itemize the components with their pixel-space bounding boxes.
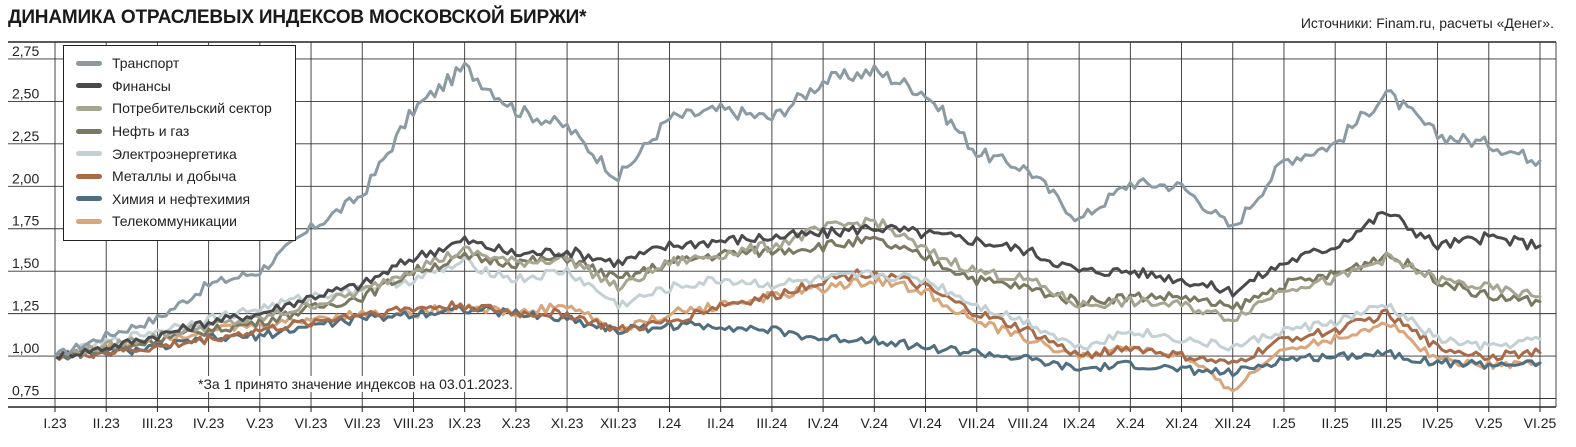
legend-label: Электроэнергетика: [112, 145, 237, 162]
chart-title: ДИНАМИКА ОТРАСЛЕВЫХ ИНДЕКСОВ МОСКОВСКОЙ …: [8, 7, 587, 28]
x-tick-label: VI.25: [1524, 415, 1557, 431]
series-line: [53, 304, 1542, 378]
legend-swatch: [76, 60, 102, 66]
legend-swatch: [76, 218, 102, 224]
legend: Транспорт Финансы Потребительский сектор Не…: [63, 45, 296, 241]
series-lines: [53, 61, 1542, 393]
x-tick-label: I.24: [658, 415, 682, 431]
grid: [8, 41, 1557, 408]
y-tick-label: 1,25: [12, 298, 39, 314]
y-axis: 0,75 1,00 1,25 1,50 1,75 2,00 2,25 2,50 2,75: [12, 43, 39, 399]
legend-swatch: [76, 196, 102, 202]
legend-label: Финансы: [112, 77, 171, 94]
source-note: Источники: Finam.ru, расчеты «Денег».: [1300, 15, 1554, 31]
legend-swatch: [76, 151, 102, 157]
y-tick-label: 2,75: [12, 43, 39, 59]
x-tick-label: II.24: [707, 415, 734, 431]
x-tick-label: VII.24: [958, 415, 995, 431]
legend-label: Телекоммуникации: [112, 213, 237, 230]
y-tick-label: 1,75: [12, 213, 39, 229]
x-axis: I.23 II.23 III.23 IV.23 V.23 VI.23 VII.23 VIII.…: [43, 407, 1557, 431]
x-tick-label: XI.23: [551, 415, 584, 431]
y-tick-label: 2,50: [12, 85, 39, 101]
y-tick-label: 0,75: [12, 383, 39, 399]
x-tick-label: VIII.24: [1008, 415, 1049, 431]
footnote: *За 1 принято значение индексов на 03.01…: [196, 376, 516, 392]
series-line: [53, 210, 1542, 360]
x-tick-label: X.24: [1116, 415, 1145, 431]
legend-item: Металлы и добыча: [64, 165, 295, 188]
x-tick-label: VI.23: [295, 415, 328, 431]
x-tick-label: I.25: [1272, 415, 1296, 431]
legend-swatch: [76, 83, 102, 89]
legend-item: Потребительский сектор: [64, 97, 295, 120]
x-tick-label: XI.24: [1165, 415, 1198, 431]
legend-label: Потребительский сектор: [112, 100, 272, 117]
x-tick-label: X.23: [501, 415, 530, 431]
x-tick-label: V.23: [246, 415, 274, 431]
legend-item: Телекоммуникации: [64, 210, 295, 233]
x-tick-label: V.24: [861, 415, 889, 431]
y-tick-label: 1,50: [12, 255, 39, 271]
legend-label: Химия и нефтехимия: [112, 190, 251, 207]
x-tick-label: IV.24: [807, 415, 839, 431]
x-tick-label: XII.23: [600, 415, 637, 431]
series-line: [53, 216, 1542, 358]
legend-label: Транспорт: [112, 55, 180, 72]
x-tick-label: IV.25: [1422, 415, 1454, 431]
legend-swatch: [76, 128, 102, 134]
x-tick-label: V.25: [1475, 415, 1503, 431]
legend-swatch: [76, 105, 102, 111]
legend-item: Химия и нефтехимия: [64, 188, 295, 211]
series-line: [53, 276, 1542, 393]
legend-item: Электроэнергетика: [64, 142, 295, 165]
x-tick-label: II.23: [93, 415, 120, 431]
legend-item: Нефть и газ: [64, 120, 295, 143]
x-tick-label: III.23: [142, 415, 173, 431]
legend-label: Металлы и добыча: [112, 168, 237, 185]
x-tick-label: VI.24: [909, 415, 942, 431]
y-tick-label: 2,00: [12, 170, 39, 186]
x-tick-label: IV.23: [193, 415, 225, 431]
x-tick-label: XII.24: [1214, 415, 1251, 431]
series-line: [53, 61, 1542, 358]
x-tick-label: III.24: [756, 415, 787, 431]
x-tick-label: I.23: [43, 415, 67, 431]
x-tick-label: IX.23: [448, 415, 481, 431]
series-line: [53, 235, 1542, 360]
x-tick-label: VII.23: [344, 415, 381, 431]
x-tick-label: III.25: [1371, 415, 1402, 431]
x-tick-label: IX.24: [1063, 415, 1096, 431]
series-line: [53, 268, 1542, 365]
y-tick-label: 1,00: [12, 340, 39, 356]
y-tick-label: 2,25: [12, 128, 39, 144]
x-tick-label: II.25: [1322, 415, 1349, 431]
legend-item: Финансы: [64, 75, 295, 98]
legend-swatch: [76, 173, 102, 179]
legend-label: Нефть и газ: [112, 123, 190, 140]
legend-item: Транспорт: [64, 52, 295, 75]
x-tick-label: VIII.23: [393, 415, 434, 431]
